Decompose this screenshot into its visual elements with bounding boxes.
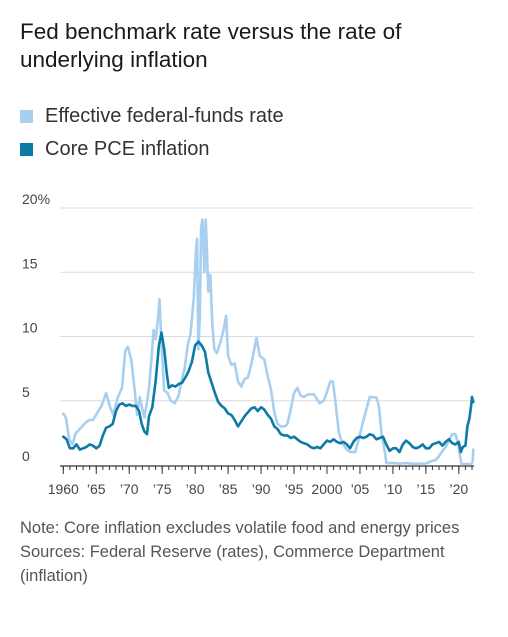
y-tick-label-5: 5	[22, 384, 30, 400]
x-tick-label-1990: ’90	[252, 481, 271, 497]
chart-footnote: Note: Core inflation excludes volatile f…	[20, 516, 490, 588]
sources-text: Sources: Federal Reserve (rates), Commer…	[20, 543, 445, 585]
x-tick-label-1970: ’70	[120, 481, 139, 497]
legend-item-fedfunds: Effective federal-funds rate	[20, 100, 284, 133]
chart-title: Fed benchmark rate versus the rate of un…	[20, 19, 402, 72]
x-tick-label-2005: ’05	[351, 481, 370, 497]
x-tick-label-1960: 1960	[48, 481, 79, 497]
series-line-fedfunds	[62, 218, 475, 466]
x-tick-label-2015: ’15	[417, 481, 436, 497]
x-tick-label-2020: ’20	[449, 481, 468, 497]
y-tick-label-15: 15	[22, 255, 38, 271]
x-tick-label-2000: 2000	[311, 481, 342, 497]
x-tick-label-1985: ’85	[219, 481, 238, 497]
x-tick-label-1980: ’80	[186, 481, 205, 497]
legend-label-corepce: Core PCE inflation	[45, 138, 210, 160]
y-tick-label-10: 10	[22, 320, 38, 336]
legend: Effective federal-funds rate Core PCE in…	[20, 100, 284, 166]
x-tick-label-2010: ’10	[384, 481, 403, 497]
legend-item-corepce: Core PCE inflation	[20, 133, 284, 166]
legend-swatch-fedfunds	[20, 110, 33, 123]
y-tick-label-20: 20%	[22, 191, 50, 207]
y-tick-label-0: 0	[22, 448, 30, 464]
note-text: Note: Core inflation excludes volatile f…	[20, 519, 460, 537]
x-tick-label-1975: ’75	[153, 481, 172, 497]
x-tick-label-1965: ’65	[87, 481, 106, 497]
legend-swatch-corepce	[20, 143, 33, 156]
legend-label-fedfunds: Effective federal-funds rate	[45, 105, 284, 127]
x-tick-label-1995: ’95	[285, 481, 304, 497]
series-line-corepce	[62, 331, 475, 454]
line-chart: 0 5 10 15 20% 1960 ’65 ’70 ’75 ’80 ’85 ’90 ’95 2000 ’0…	[22, 191, 475, 497]
